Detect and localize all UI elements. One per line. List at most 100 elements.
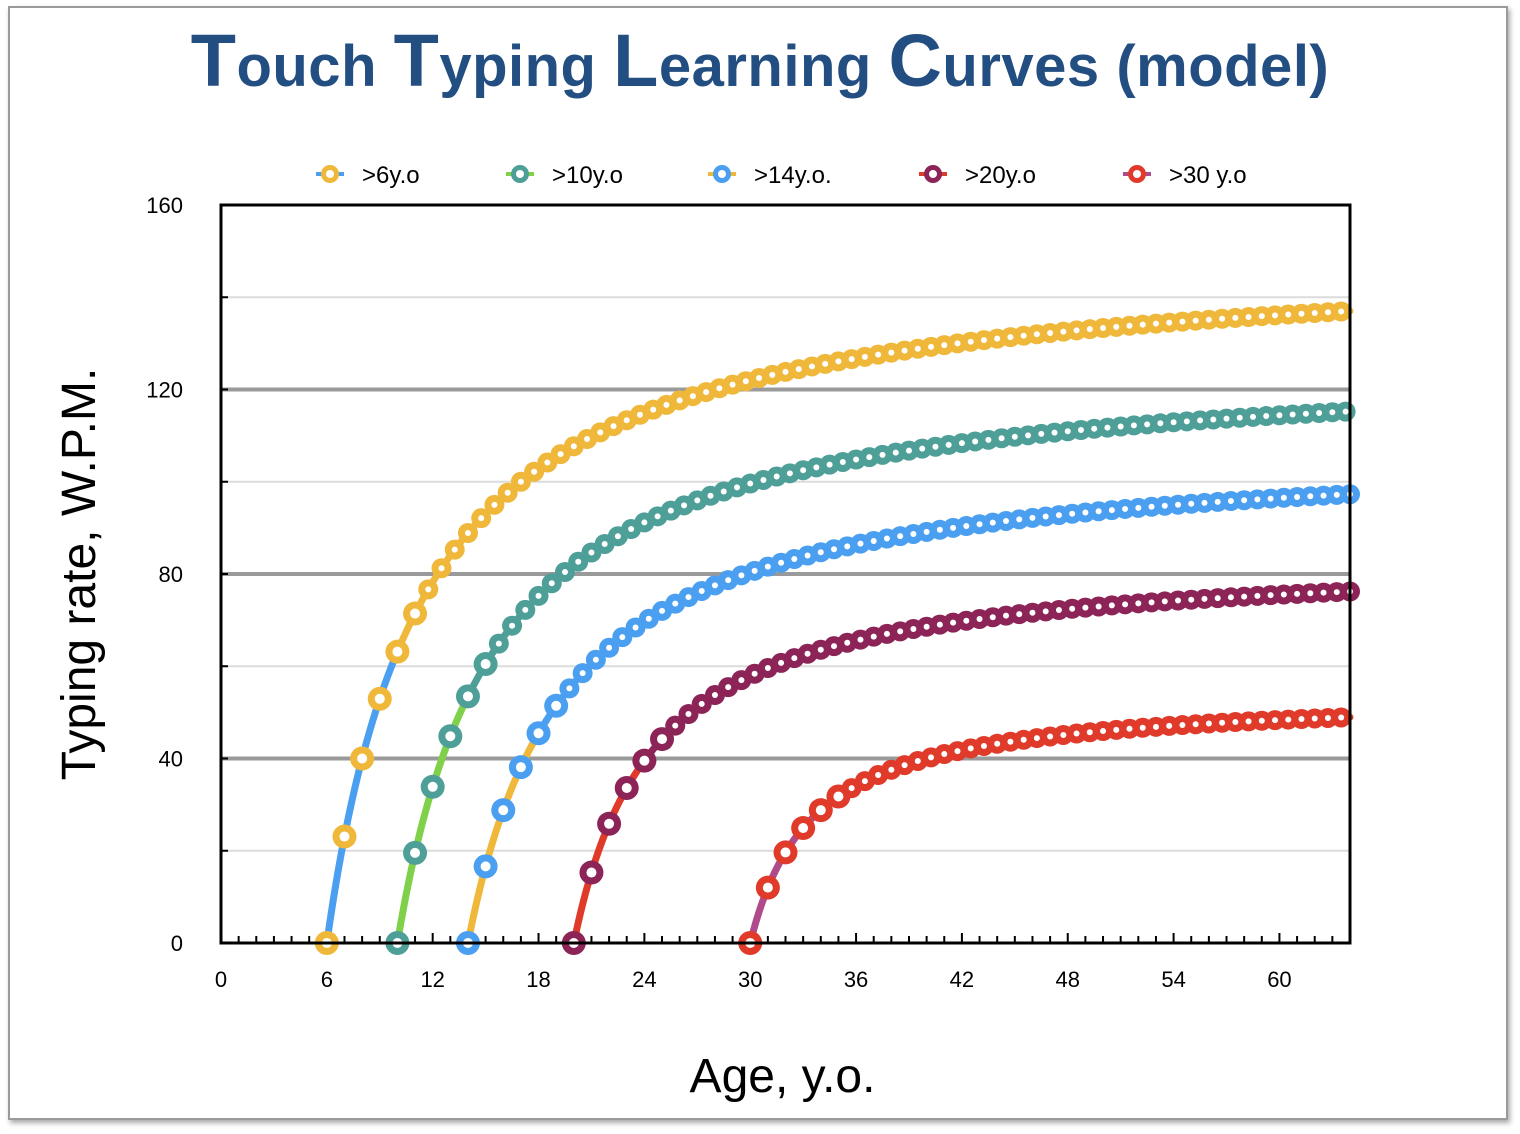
data-point-center xyxy=(689,393,696,400)
data-point-center xyxy=(495,640,502,647)
data-point-center xyxy=(592,656,599,663)
data-point-center xyxy=(976,615,983,622)
y-axis-title: Typing rate, W.P.M. xyxy=(53,368,106,781)
data-point-center xyxy=(1047,329,1054,336)
data-point-center xyxy=(751,670,758,677)
data-point-center xyxy=(1175,501,1182,508)
y-tick-label: 80 xyxy=(159,562,183,587)
data-point-center xyxy=(632,624,639,631)
data-point-center xyxy=(681,502,688,509)
data-point-center xyxy=(606,644,613,651)
legend-label: >20y.o xyxy=(965,162,1036,189)
data-point-center xyxy=(941,751,948,758)
data-point-center xyxy=(980,742,987,749)
data-point-center xyxy=(786,470,793,477)
data-point-center xyxy=(919,445,926,452)
data-point-center xyxy=(623,417,630,424)
data-point-center xyxy=(614,533,621,540)
data-point-center xyxy=(1320,492,1327,499)
data-point-center xyxy=(597,429,604,436)
data-point-center xyxy=(425,586,432,593)
data-point-center xyxy=(1192,317,1199,324)
data-point-center xyxy=(1188,500,1195,507)
data-point-center xyxy=(1280,591,1287,598)
data-point-center xyxy=(1298,310,1305,317)
data-point-center xyxy=(798,823,809,834)
data-point-center xyxy=(950,619,957,626)
data-point-center xyxy=(844,543,851,550)
data-point-center xyxy=(478,515,485,522)
data-point-center xyxy=(901,762,908,769)
legend-marker-center xyxy=(718,170,726,178)
data-point-center xyxy=(1280,494,1287,501)
data-point-center xyxy=(392,646,403,657)
data-point-center xyxy=(480,861,491,872)
x-tick-label: 6 xyxy=(321,967,333,992)
data-point-center xyxy=(994,335,1001,342)
data-point-center xyxy=(1241,497,1248,504)
data-point-center xyxy=(504,489,511,496)
data-point-center xyxy=(980,337,987,344)
data-point-center xyxy=(1338,308,1345,315)
data-point-center xyxy=(831,643,838,650)
legend-marker-center xyxy=(326,170,334,178)
data-point-center xyxy=(1060,328,1067,335)
data-point-center xyxy=(1227,594,1234,601)
data-point-center xyxy=(808,363,815,370)
data-point-center xyxy=(1294,590,1301,597)
data-point-center xyxy=(1113,323,1120,330)
data-point-center xyxy=(866,454,873,461)
data-point-center xyxy=(762,882,773,893)
data-point-center xyxy=(932,443,939,450)
data-point-center xyxy=(1016,516,1023,523)
data-point-center xyxy=(1135,600,1142,607)
data-point-center xyxy=(1272,717,1279,724)
data-point-center xyxy=(1276,412,1283,419)
data-point-center xyxy=(716,385,723,392)
data-point-center xyxy=(778,559,785,566)
data-point-center xyxy=(963,617,970,624)
data-point-center xyxy=(1333,491,1340,498)
legend-item: >6y.o xyxy=(316,162,420,189)
data-point-center xyxy=(815,805,826,816)
data-point-center xyxy=(659,607,666,614)
data-point-center xyxy=(844,639,851,646)
data-point-center xyxy=(778,659,785,666)
data-point-center xyxy=(1307,590,1314,597)
data-point-center xyxy=(410,847,421,858)
data-point-center xyxy=(1311,310,1318,316)
x-tick-label: 54 xyxy=(1161,967,1185,992)
data-point-center xyxy=(1227,498,1234,505)
data-point-center xyxy=(445,731,456,742)
data-point-center xyxy=(1324,309,1331,316)
data-point-center xyxy=(1285,311,1292,318)
data-point-center xyxy=(769,371,776,378)
data-point-center xyxy=(795,366,802,373)
data-point-center xyxy=(1055,607,1062,614)
data-point-center xyxy=(1104,424,1111,431)
data-point-center xyxy=(1161,502,1168,509)
data-point-center xyxy=(1285,716,1292,723)
data-point-center xyxy=(427,781,438,792)
data-point-center xyxy=(707,492,714,499)
data-point-center xyxy=(1029,609,1036,616)
data-point-center xyxy=(1263,413,1270,420)
plot-border xyxy=(219,203,1352,945)
series-4 xyxy=(561,581,1360,955)
data-point-center xyxy=(498,805,509,816)
data-point-center xyxy=(1082,604,1089,611)
data-point-center xyxy=(945,441,952,448)
data-point-center xyxy=(451,546,458,553)
data-point-center xyxy=(879,451,886,458)
data-point-center xyxy=(1183,418,1190,425)
data-point-center xyxy=(742,378,749,385)
data-point-center xyxy=(1108,507,1115,514)
data-point-center xyxy=(1175,597,1182,604)
data-point-center xyxy=(1324,714,1331,721)
data-point-center xyxy=(888,349,895,356)
legend-marker-center xyxy=(929,170,937,178)
data-point-center xyxy=(584,436,591,443)
data-point-center xyxy=(619,634,626,641)
data-point-center xyxy=(910,625,917,632)
data-point-center xyxy=(1316,410,1323,417)
